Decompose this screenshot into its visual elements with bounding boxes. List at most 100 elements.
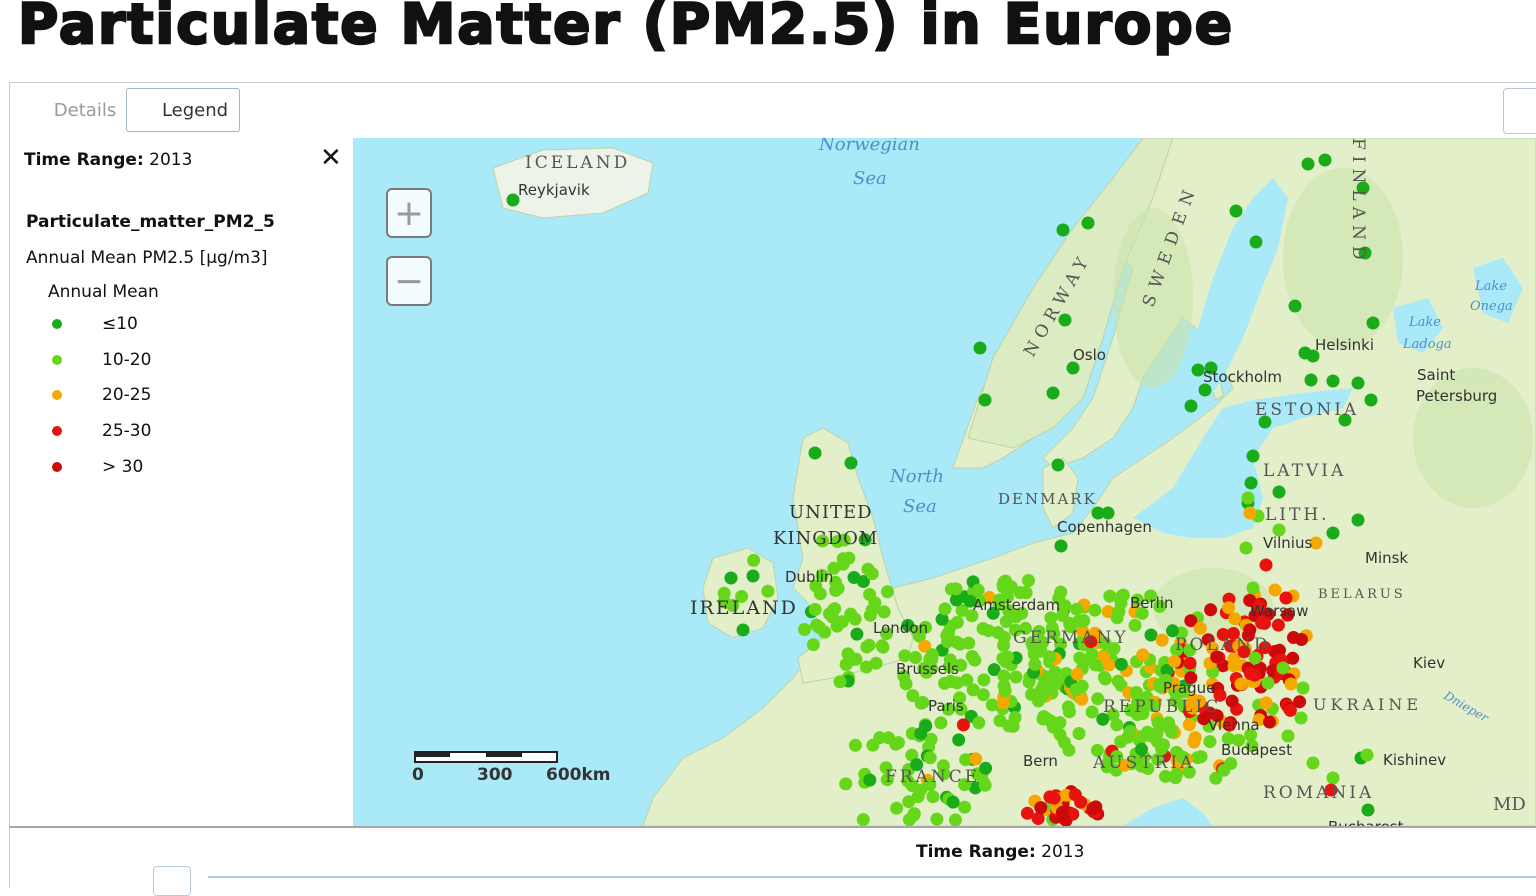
station-point[interactable] <box>1136 707 1150 720</box>
station-point[interactable] <box>881 585 894 599</box>
station-point[interactable] <box>1073 651 1087 665</box>
station-point[interactable] <box>926 790 940 804</box>
station-point[interactable] <box>950 615 964 629</box>
station-point[interactable] <box>963 594 977 608</box>
station-point[interactable] <box>1076 624 1089 638</box>
station-point[interactable] <box>841 647 855 661</box>
station-point[interactable] <box>833 675 847 689</box>
station-point[interactable] <box>1252 713 1266 727</box>
station-point[interactable] <box>1107 642 1121 656</box>
station-point[interactable] <box>901 618 915 632</box>
station-point[interactable] <box>1263 715 1276 729</box>
station-point[interactable] <box>1246 449 1260 463</box>
station-point[interactable] <box>1004 580 1018 594</box>
station-point[interactable] <box>1088 603 1102 617</box>
station-point[interactable] <box>1160 663 1174 677</box>
station-point[interactable] <box>1036 712 1050 726</box>
station-point[interactable] <box>1032 625 1046 638</box>
station-point[interactable] <box>1281 608 1295 622</box>
station-point[interactable] <box>949 593 963 607</box>
station-point[interactable] <box>897 669 911 683</box>
station-point[interactable] <box>1234 677 1248 691</box>
zoom-in-button[interactable]: + <box>386 188 432 238</box>
station-point[interactable] <box>997 669 1011 683</box>
station-point[interactable] <box>1153 599 1167 613</box>
station-point[interactable] <box>1227 659 1241 673</box>
station-point[interactable] <box>736 623 750 637</box>
station-point[interactable] <box>977 673 991 687</box>
station-point[interactable] <box>1177 685 1191 699</box>
station-point[interactable] <box>925 648 939 662</box>
station-point[interactable] <box>1259 558 1273 572</box>
station-point[interactable] <box>1243 506 1257 520</box>
station-point[interactable] <box>965 609 979 623</box>
station-point[interactable] <box>1283 703 1297 717</box>
station-point[interactable] <box>956 718 970 732</box>
station-point[interactable] <box>1294 711 1308 725</box>
station-point[interactable] <box>978 778 992 792</box>
station-point[interactable] <box>954 702 968 716</box>
station-point[interactable] <box>1225 694 1239 708</box>
station-point[interactable] <box>1166 624 1179 638</box>
station-point[interactable] <box>831 535 845 548</box>
station-point[interactable] <box>935 612 949 626</box>
station-point[interactable] <box>1002 604 1016 618</box>
station-point[interactable] <box>808 603 822 616</box>
station-point[interactable] <box>1210 650 1224 664</box>
station-point[interactable] <box>850 627 864 641</box>
station-point[interactable] <box>1326 771 1340 785</box>
station-point[interactable] <box>1182 718 1196 732</box>
station-point[interactable] <box>1217 763 1231 777</box>
station-point[interactable] <box>954 658 968 672</box>
station-point[interactable] <box>973 341 987 355</box>
station-point[interactable] <box>1326 374 1340 388</box>
station-point[interactable] <box>1360 748 1374 762</box>
station-point[interactable] <box>506 193 520 207</box>
station-point[interactable] <box>918 639 932 653</box>
station-point[interactable] <box>966 683 980 697</box>
station-point[interactable] <box>1103 589 1117 603</box>
station-point[interactable] <box>1075 679 1089 693</box>
station-point[interactable] <box>905 779 919 793</box>
station-point[interactable] <box>982 624 995 638</box>
station-point[interactable] <box>1084 635 1098 649</box>
station-point[interactable] <box>971 583 985 597</box>
station-point[interactable] <box>938 602 952 616</box>
station-point[interactable] <box>1203 735 1217 749</box>
station-point[interactable] <box>1066 361 1080 375</box>
station-point[interactable] <box>1281 729 1295 743</box>
station-point[interactable] <box>746 569 760 583</box>
station-point[interactable] <box>1131 593 1144 607</box>
station-point[interactable] <box>941 702 955 716</box>
map-view[interactable]: Norwegian Sea North Sea Lake Onega Lake Ladoga D… <box>353 138 1536 826</box>
station-point[interactable] <box>889 737 903 751</box>
station-point[interactable] <box>726 599 740 612</box>
station-point[interactable] <box>1204 361 1218 375</box>
station-point[interactable] <box>1364 393 1378 407</box>
station-point[interactable] <box>1249 235 1263 249</box>
station-point[interactable] <box>1216 628 1230 641</box>
station-point[interactable] <box>1279 591 1293 605</box>
station-point[interactable] <box>946 795 960 809</box>
station-point[interactable] <box>902 795 916 809</box>
station-point[interactable] <box>812 620 826 634</box>
station-point[interactable] <box>1090 743 1104 757</box>
station-point[interactable] <box>1070 602 1084 616</box>
station-point[interactable] <box>986 606 1000 620</box>
station-point[interactable] <box>938 676 952 690</box>
station-point[interactable] <box>1187 735 1201 749</box>
station-point[interactable] <box>982 591 996 604</box>
station-point[interactable] <box>1261 676 1275 690</box>
station-point[interactable] <box>869 656 883 670</box>
station-point[interactable] <box>1051 458 1065 472</box>
station-point[interactable] <box>1296 681 1310 695</box>
station-point[interactable] <box>1130 686 1143 699</box>
station-point[interactable] <box>1091 506 1105 520</box>
station-point[interactable] <box>1089 800 1103 814</box>
station-point[interactable] <box>847 571 861 584</box>
station-point[interactable] <box>1351 513 1365 527</box>
station-point[interactable] <box>1287 631 1300 644</box>
station-point[interactable] <box>1222 601 1236 615</box>
station-point[interactable] <box>836 552 850 566</box>
station-point[interactable] <box>1072 727 1086 740</box>
